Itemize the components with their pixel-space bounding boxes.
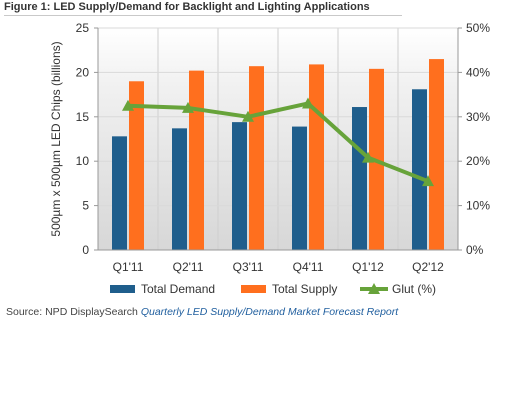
- legend-marker-glut: [368, 283, 380, 294]
- right-tick-label: 0%: [466, 243, 484, 257]
- left-tick-label: 5: [82, 199, 89, 213]
- bar-total-demand: [112, 136, 127, 250]
- figure-title: Figure 1: LED Supply/Demand for Backligh…: [4, 1, 370, 13]
- source-prefix: Source: NPD DisplaySearch: [6, 306, 141, 318]
- axes-group: 0 5 10 15 20 25 0% 10% 20% 30% 40% 50% Q1'11 Q2'11 Q3'…: [49, 21, 490, 274]
- led-supply-demand-chart: 0 5 10 15 20 25 0% 10% 20% 30% 40% 50% Q1'11 Q2'11 Q3'…: [49, 21, 490, 296]
- left-tick-label: 0: [82, 243, 89, 257]
- glut-marker: [182, 101, 194, 113]
- right-tick-label: 20%: [466, 154, 490, 168]
- left-tick-label: 10: [76, 154, 90, 168]
- bar-total-supply: [249, 66, 264, 251]
- left-tick-label: 15: [76, 110, 90, 124]
- glut-marker: [362, 151, 374, 163]
- legend: Total Demand Total Supply Glut (%): [110, 282, 436, 296]
- bar-total-supply: [429, 59, 444, 250]
- left-tick-label: 25: [76, 21, 90, 35]
- glut-marker: [302, 97, 314, 109]
- glut-line: [127, 101, 429, 184]
- legend-label-total-supply: Total Supply: [272, 282, 337, 296]
- bar-total-demand: [352, 107, 367, 250]
- source-report-link[interactable]: Quarterly LED Supply/Demand Market Forec…: [140, 306, 399, 318]
- glut-line-group: [122, 97, 434, 187]
- x-tick-label: Q2'12: [412, 260, 444, 274]
- bar-total-demand: [172, 128, 187, 250]
- legend-label-total-demand: Total Demand: [141, 282, 215, 296]
- right-tick-label: 50%: [466, 21, 490, 35]
- x-tick-label: Q2'11: [173, 260, 204, 274]
- x-tick-label: Q3'11: [233, 260, 264, 274]
- bar-total-demand: [232, 122, 247, 250]
- x-tick-label: Q4'11: [293, 260, 324, 274]
- legend-label-glut: Glut (%): [392, 282, 436, 296]
- glut-marker: [242, 110, 254, 122]
- x-tick-label: Q1'12: [352, 260, 384, 274]
- right-tick-label: 40%: [466, 65, 490, 79]
- x-tick-label: Q1'11: [113, 260, 144, 274]
- source-note: Source: NPD DisplaySearch Quarterly LED …: [6, 306, 398, 318]
- bar-total-supply: [309, 64, 324, 251]
- right-tick-label: 10%: [466, 199, 490, 213]
- legend-swatch-total-supply: [241, 285, 266, 293]
- bars-group: [112, 59, 444, 251]
- title-divider: [4, 15, 402, 16]
- legend-swatch-total-demand: [110, 285, 135, 293]
- bar-total-supply: [189, 70, 204, 251]
- left-tick-label: 20: [76, 65, 90, 79]
- glut-marker: [422, 175, 434, 187]
- bar-total-supply: [129, 81, 144, 250]
- glut-marker: [122, 99, 134, 111]
- right-tick-label: 30%: [466, 110, 490, 124]
- y-axis-title: 500µm x 500µm LED Chips (billions): [49, 41, 63, 236]
- bar-total-demand: [412, 89, 427, 250]
- bar-total-demand: [292, 126, 307, 250]
